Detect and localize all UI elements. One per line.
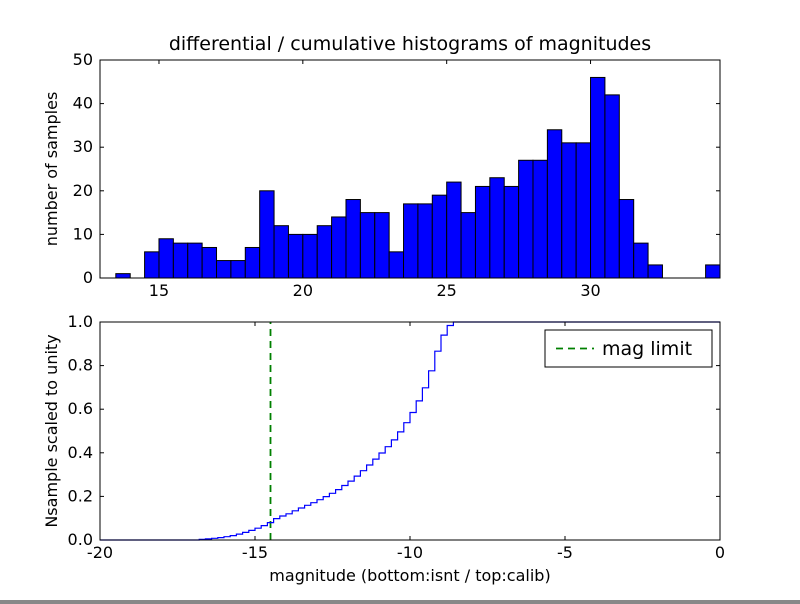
bottom-y-tick-label: 1.0 xyxy=(68,312,93,331)
histogram-bar xyxy=(345,199,361,279)
figure-title: differential / cumulative histograms of … xyxy=(169,33,651,55)
histogram-bar xyxy=(561,142,577,279)
histogram-bar xyxy=(273,225,289,279)
histogram-bar xyxy=(446,181,462,279)
top-y-tick-label: 20 xyxy=(73,181,93,200)
bottom-x-tick-label: -5 xyxy=(557,543,573,562)
histogram-bar xyxy=(302,233,318,279)
bottom-y-tick-label: 0.4 xyxy=(68,443,93,462)
histogram-bar xyxy=(374,212,390,279)
histogram-bar xyxy=(546,129,563,279)
plot-render-layer: 15 20 25 30 0 10 20 30 40 50 -20 -15 -10 -5 0 0.0 0.2 0.4… xyxy=(68,50,726,562)
histogram-bar xyxy=(187,242,203,279)
histogram-bar xyxy=(705,264,721,279)
histogram-bar xyxy=(388,251,405,279)
top-y-axis-label: number of samples xyxy=(42,92,61,247)
top-x-tick-label: 20 xyxy=(293,281,313,300)
histogram-bar xyxy=(331,216,347,279)
legend: mag limit xyxy=(544,329,713,368)
bottom-axes-frame xyxy=(99,321,721,541)
histogram-bar xyxy=(518,159,534,279)
histogram-bar xyxy=(431,194,448,279)
histogram-bar xyxy=(244,246,261,279)
bottom-y-tick-label: 0.0 xyxy=(68,530,93,549)
top-y-tick-label: 30 xyxy=(73,137,93,156)
top-y-tick-label: 50 xyxy=(73,50,93,69)
bottom-y-tick-label: 0.2 xyxy=(68,486,93,505)
histogram-bar xyxy=(474,185,491,279)
bottom-y-tick-label: 0.8 xyxy=(68,356,93,375)
histogram-bar xyxy=(460,212,476,279)
histogram-bar xyxy=(403,203,419,279)
bottom-y-axis-label: Nsample scaled to unity xyxy=(42,334,61,527)
histogram-bar xyxy=(115,273,131,279)
histogram-bar xyxy=(590,76,606,279)
histogram-bar xyxy=(158,238,174,279)
histogram-bar xyxy=(144,251,160,279)
histogram-bar xyxy=(604,94,620,279)
top-x-tick-label: 15 xyxy=(149,281,169,300)
top-x-tick-label: 25 xyxy=(437,281,457,300)
histogram-bar xyxy=(503,185,520,279)
histogram-bar xyxy=(201,246,218,279)
histogram-bar xyxy=(259,190,275,279)
histogram-bar xyxy=(618,199,635,279)
cumulative-step-curve xyxy=(100,321,720,541)
histogram-bar xyxy=(489,177,505,279)
histogram-bar xyxy=(417,203,433,279)
bottom-x-tick-label: -20 xyxy=(87,543,113,562)
histogram-bar xyxy=(633,242,649,279)
histogram-bar xyxy=(230,260,246,279)
top-y-tick-label: 0 xyxy=(83,268,93,287)
top-x-tick-label: 30 xyxy=(580,281,600,300)
histogram-bar xyxy=(316,225,333,279)
legend-label: mag limit xyxy=(602,338,692,360)
top-y-tick-label: 40 xyxy=(73,94,93,113)
bottom-y-tick-label: 0.6 xyxy=(68,399,93,418)
histogram-bar xyxy=(172,242,189,279)
bottom-x-tick-label: -15 xyxy=(242,543,268,562)
histogram-bar xyxy=(359,212,376,279)
histogram-bar xyxy=(647,264,663,279)
top-axes-frame xyxy=(99,59,721,279)
bottom-x-tick-label: -10 xyxy=(397,543,423,562)
bottom-x-tick-label: 0 xyxy=(715,543,725,562)
x-axis-label: magnitude (bottom:isnt / top:calib) xyxy=(269,566,550,585)
histogram-bar xyxy=(216,260,232,279)
histogram-bar xyxy=(287,233,304,279)
histogram-bar xyxy=(532,159,548,279)
top-y-tick-label: 10 xyxy=(73,224,93,243)
histogram-bar xyxy=(575,142,592,279)
